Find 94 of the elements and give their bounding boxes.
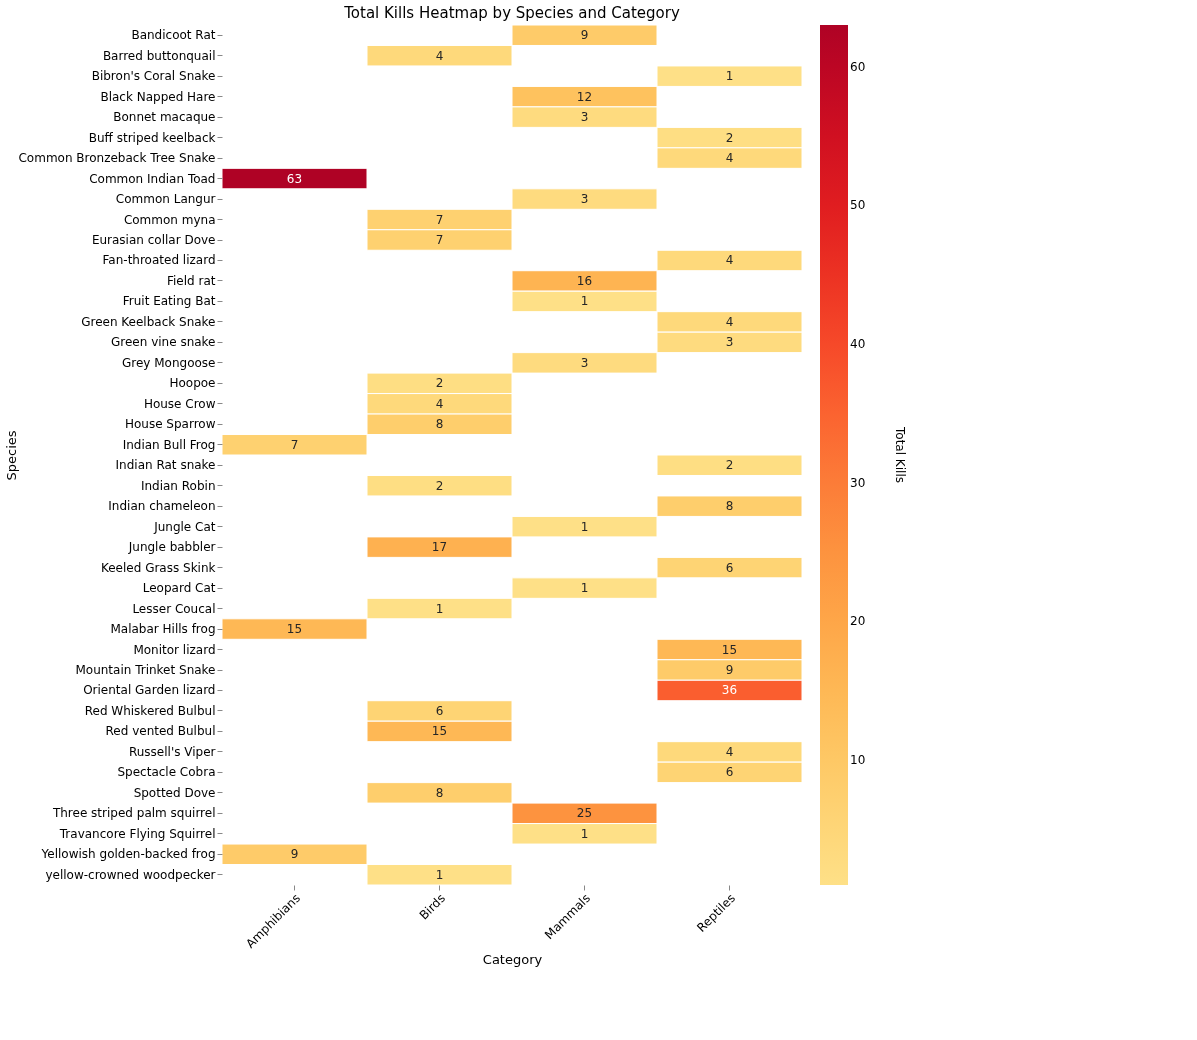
data-label: 1 [580, 519, 589, 534]
y-tick-label: Mountain Trinket Snake [75, 663, 216, 677]
y-tick-label: House Crow [143, 396, 216, 411]
data-label: 7 [435, 233, 444, 247]
y-tick-label: Yellowish golden-backed frog [40, 847, 216, 862]
color-bar-label: 60 [850, 59, 866, 74]
y-tick-label: Buff striped keelback [88, 130, 216, 145]
x-axis-title: Category [482, 952, 543, 968]
data-label: 1 [580, 581, 589, 596]
data-label: 15 [286, 622, 303, 637]
data-label: 6 [725, 560, 734, 575]
color-bar-label: 30 [850, 475, 866, 490]
data-label: 17 [431, 540, 448, 555]
y-tick-label: Travancore Flying Squirrel [58, 826, 216, 841]
data-label: 8 [435, 785, 444, 800]
y-tick-label: Green Keelback Snake [81, 314, 216, 329]
data-label: 8 [435, 417, 444, 432]
data-label: 2 [725, 130, 734, 145]
data-label: 63 [286, 171, 303, 186]
y-tick-label: Common Bronzeback Tree Snake [18, 151, 216, 166]
y-tick-label: Eurasian collar Dove [91, 233, 216, 247]
data-label: 1 [435, 601, 444, 616]
data-label: 2 [725, 458, 734, 473]
y-tick-label: Green vine snake [110, 335, 216, 350]
data-label: 3 [725, 335, 734, 350]
y-tick-label: Keeled Grass Skink [100, 560, 216, 575]
color-bar-label: 20 [850, 614, 866, 629]
data-label: 2 [435, 376, 444, 391]
y-tick-label: Indian Robin [140, 478, 216, 493]
data-label: 9 [290, 847, 299, 862]
y-tick-label: Red Whiskered Bulbul [84, 703, 216, 718]
data-label: 12 [576, 89, 593, 104]
data-label: 7 [290, 437, 299, 452]
data-label: 1 [580, 294, 589, 309]
data-label: 8 [725, 499, 734, 514]
y-tick-label: Bandicoot Rat [131, 28, 216, 43]
y-tick-label: Monitor lizard [133, 642, 216, 657]
data-label: 4 [725, 744, 734, 759]
data-label: 16 [576, 273, 593, 288]
data-label: 2 [435, 478, 444, 493]
y-tick-label: Bibron's Coral Snake [91, 69, 216, 84]
y-tick-label: Indian Rat snake [115, 458, 216, 473]
data-label: 3 [580, 192, 589, 207]
chart-title: Total Kills Heatmap by Species and Category [343, 3, 680, 22]
data-label: 7 [435, 212, 444, 227]
color-bar-label: 50 [850, 198, 866, 213]
data-label: 6 [435, 703, 444, 718]
y-tick-label: Spectacle Cobra [117, 765, 216, 780]
data-label: 4 [435, 396, 444, 411]
y-tick-label: yellow-crowned woodpecker [45, 867, 216, 882]
y-tick-label: Jungle Cat [153, 519, 216, 534]
y-tick-label: Common myna [123, 212, 216, 227]
y-tick-label: Fruit Eating Bat [122, 294, 216, 309]
data-label: 15 [721, 642, 738, 657]
y-tick-label: Russell's Viper [128, 744, 216, 759]
data-label: 1 [725, 69, 734, 84]
y-tick-label: Lesser Coucal [132, 601, 216, 616]
y-tick-label: House Sparrow [124, 417, 216, 432]
data-label: 25 [576, 806, 593, 821]
y-tick-label: Common Indian Toad [89, 171, 216, 186]
data-label: 4 [725, 253, 734, 268]
y-tick-label: Black Napped Hare [100, 89, 216, 104]
y-tick-label: Red vented Bulbul [105, 724, 216, 739]
data-label: 9 [580, 28, 589, 43]
data-label: 3 [580, 355, 589, 370]
color-bar-title: Total Kills [893, 426, 907, 483]
data-label: 4 [435, 48, 444, 63]
color-bar-label: 40 [850, 337, 866, 352]
data-label: 9 [725, 663, 734, 677]
y-tick-label: Hoopoe [169, 376, 216, 391]
y-tick-label: Leopard Cat [142, 581, 216, 596]
y-tick-label: Grey Mongoose [121, 355, 216, 370]
y-tick-label: Fan-throated lizard [102, 253, 216, 268]
data-label: 4 [725, 314, 734, 329]
y-tick-label: Indian Bull Frog [122, 437, 216, 452]
color-bar-label: 10 [850, 753, 866, 768]
y-tick-label: Jungle babbler [127, 540, 216, 555]
y-tick-label: Spotted Dove [133, 785, 216, 800]
data-label: 3 [580, 110, 589, 125]
y-tick-label: Malabar Hills frog [110, 622, 216, 637]
data-label: 15 [431, 724, 448, 739]
y-tick-label: Common Langur [115, 192, 216, 207]
y-tick-label: Barred buttonquail [102, 48, 216, 63]
data-label: 36 [721, 683, 738, 698]
data-label: 6 [725, 765, 734, 780]
y-axis-title: Species [3, 430, 19, 481]
data-label: 1 [580, 826, 589, 841]
data-label: 4 [725, 151, 734, 166]
y-tick-label: Three striped palm squirrel [51, 806, 216, 821]
y-tick-label: Field rat [166, 273, 216, 288]
y-tick-label: Bonnet macaque [113, 110, 216, 125]
y-tick-label: Indian chameleon [108, 499, 216, 514]
data-label: 1 [435, 867, 444, 882]
y-tick-label: Oriental Garden lizard [83, 683, 216, 698]
